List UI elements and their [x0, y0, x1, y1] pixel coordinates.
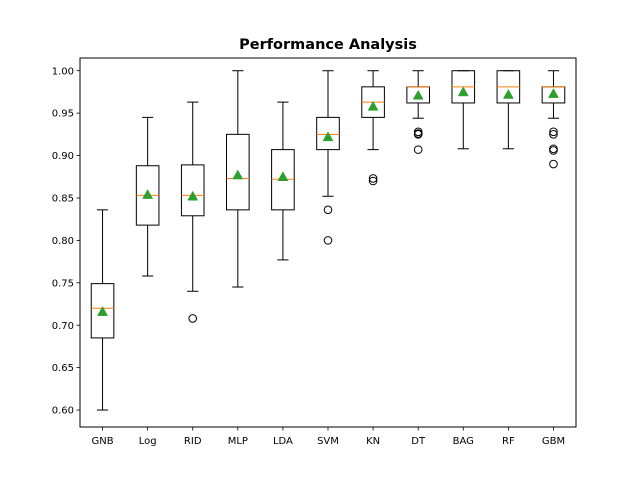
- x-tick-label: GBM: [542, 436, 565, 447]
- mean-marker-mlp: [232, 169, 244, 180]
- y-tick-label: 0.95: [52, 109, 74, 120]
- outlier-point-kn: [368, 176, 378, 186]
- mean-marker-log: [142, 189, 154, 199]
- outlier-point-gbm: [549, 127, 558, 137]
- mean-marker-kn: [367, 100, 379, 111]
- x-tick-label: GNB: [91, 436, 113, 447]
- box-gnb: [90, 283, 115, 339]
- mean-marker-gnb: [97, 306, 108, 316]
- mean-marker-gbm: [548, 88, 559, 98]
- box-mlp: [226, 133, 250, 211]
- y-tick-label: 0.60: [52, 406, 74, 417]
- outlier-point-gbm: [549, 159, 558, 169]
- x-tick-label: KN: [366, 436, 380, 447]
- y-tick-label: 0.75: [52, 278, 74, 289]
- outlier-point-kn: [368, 174, 378, 183]
- y-tick-label: 0.70: [52, 321, 74, 332]
- axes-frame: [79, 57, 577, 428]
- outlier-point-dt: [413, 130, 423, 139]
- mean-marker-bag: [457, 86, 469, 97]
- x-tick-label: DT: [411, 436, 426, 447]
- mean-marker-dt: [412, 89, 424, 100]
- y-tick-label: 1.00: [52, 66, 74, 77]
- box-svm: [316, 116, 340, 151]
- outlier-point-svm: [323, 236, 333, 245]
- mean-marker-rid: [187, 190, 199, 201]
- mean-marker-lda: [277, 171, 289, 182]
- x-tick-label: MLP: [228, 436, 248, 447]
- outlier-point-rid: [188, 314, 198, 323]
- x-tick-label: SVM: [317, 436, 339, 447]
- outlier-point-dt: [413, 145, 423, 154]
- chart-title: Performance Analysis: [239, 37, 417, 53]
- outlier-point-gbm: [549, 130, 558, 139]
- y-tick-label: 0.80: [52, 236, 74, 247]
- box-rid: [180, 164, 205, 217]
- mean-marker-svm: [322, 131, 334, 142]
- y-tick-label: 0.65: [52, 363, 74, 374]
- x-tick-label: LDA: [273, 436, 293, 447]
- x-tick-label: Log: [139, 436, 157, 447]
- x-tick-label: RF: [502, 436, 515, 447]
- outlier-point-gbm: [549, 146, 558, 155]
- mean-marker-rf: [502, 88, 514, 99]
- y-tick-label: 0.85: [52, 194, 74, 205]
- x-tick-label: BAG: [453, 436, 474, 447]
- y-tick-label: 0.90: [52, 151, 74, 162]
- x-tick-label: RID: [184, 436, 202, 447]
- plot-area: 0.60 0.65 0.70 0.75 0.80 0.85 0.90 0.95 1.00 GNB L…: [52, 66, 566, 447]
- outlier-point-svm: [323, 205, 333, 215]
